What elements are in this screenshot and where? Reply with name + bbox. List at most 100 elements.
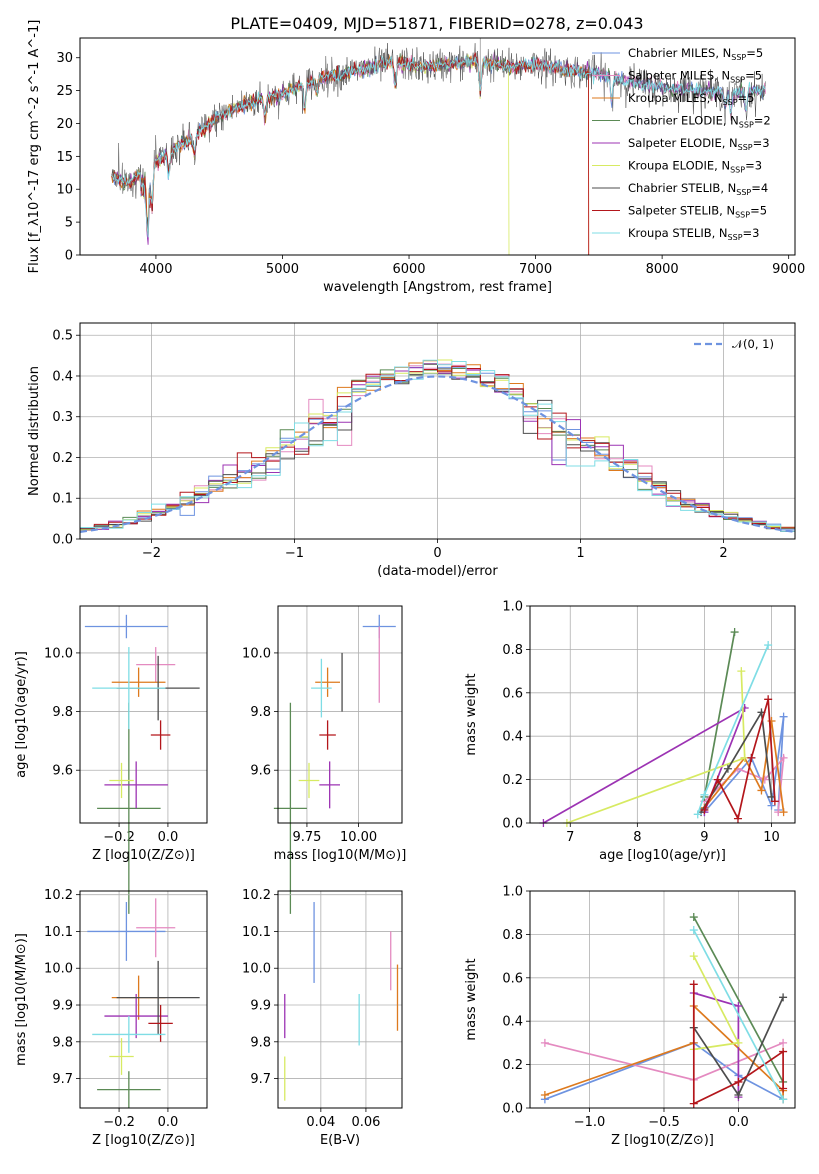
spectrum-line-kroupa-miles	[111, 54, 590, 256]
errorbar-point	[97, 702, 161, 914]
weight-line-kroupa-stelib	[693, 929, 784, 1100]
x-tick-label: −1.0	[574, 1115, 606, 1130]
x-tick-label: −0.5	[648, 1115, 680, 1130]
weight-marker	[770, 797, 779, 806]
axes-frame	[79, 605, 208, 824]
y-tick-label: 10	[56, 183, 73, 198]
y-tick-label: 5	[65, 216, 73, 231]
weight-line-chabrier-elodie	[703, 631, 736, 798]
x-tick-label: 0.06	[351, 1115, 380, 1130]
x-tick-label: 6000	[392, 262, 425, 277]
weight-line-chabrier-stelib	[700, 709, 773, 813]
y-axis-label: mass weight	[464, 673, 479, 755]
axes-frame	[277, 890, 403, 1109]
weight-marker	[747, 753, 756, 762]
y-tick-label: 15	[56, 150, 73, 165]
legend-label: Chabrier MILES, NSSP=5	[628, 46, 763, 62]
y-tick-label: 0.0	[502, 1102, 523, 1117]
axes-frame	[79, 322, 796, 540]
y-axis-label: mass weight	[464, 958, 479, 1040]
weight-marker	[779, 753, 788, 762]
weight-marker	[700, 790, 709, 799]
errorbar-point	[311, 658, 332, 718]
weight-marker	[779, 1084, 788, 1093]
weight-marker	[764, 695, 773, 704]
y-tick-label: 0.8	[502, 643, 523, 658]
y-tick-label: 9.8	[250, 705, 271, 720]
x-tick-label: 10	[763, 830, 780, 845]
errorbar-point	[109, 1038, 134, 1075]
spectrum-line-kroupa-stelib	[111, 55, 766, 238]
y-tick-label: 25	[56, 84, 73, 99]
x-tick-label: −0.2	[103, 830, 135, 845]
weight-marker	[733, 814, 742, 823]
subscript: SSP	[723, 98, 738, 107]
subscript: SSP	[735, 211, 750, 220]
subscript: SSP	[730, 76, 745, 85]
y-axis-label: age [log10(age/yr)]	[14, 651, 29, 778]
legend-label: Salpeter ELODIE, NSSP=3	[628, 136, 770, 152]
errorbar-point	[298, 762, 320, 799]
errorbar-point	[136, 898, 176, 958]
plot-area	[84, 614, 200, 914]
errorbar-point	[319, 761, 340, 809]
x-tick-label: 4000	[139, 262, 172, 277]
y-tick-label: 0.5	[52, 329, 73, 344]
weight-marker	[764, 641, 773, 650]
y-tick-label: 0.8	[502, 928, 523, 943]
subscript: SSP	[731, 53, 746, 62]
weight-marker	[700, 805, 709, 814]
weight-marker	[757, 786, 766, 795]
panel-mass_vs_ebv: 0.04 0.06 9.7 9.8 9.9 10.0 10.1 10.2 E(B-V)	[242, 888, 403, 1148]
y-tick-label: 9.7	[250, 1072, 271, 1087]
y-tick-label: 0.4	[502, 730, 523, 745]
histogram-salpeter-stelib	[80, 365, 795, 529]
x-axis-label: E(B-V)	[320, 1133, 360, 1148]
y-tick-label: 0.6	[502, 686, 523, 701]
errorbar-point	[116, 960, 200, 1035]
legend-label: Kroupa ELODIE, NSSP=3	[628, 159, 762, 175]
errorbar-point	[104, 993, 168, 1039]
legend-label: 𝒩(0, 1)	[732, 337, 774, 351]
y-tick-label: 0.2	[502, 1058, 523, 1073]
y-tick-label: 1.0	[502, 600, 523, 615]
weight-marker	[693, 810, 702, 819]
y-tick-label: 9.9	[52, 999, 73, 1014]
weight-marker	[689, 926, 698, 935]
histogram-chabrier-stelib	[80, 363, 795, 532]
subscript: SSP	[728, 233, 743, 242]
y-tick-label: 9.6	[250, 764, 271, 779]
y-tick-label: 10.1	[44, 925, 73, 940]
y-tick-label: 0.2	[52, 451, 73, 466]
x-axis-label: wavelength [Angstrom, rest frame]	[323, 280, 552, 295]
y-tick-label: 10.0	[44, 646, 73, 661]
y-tick-label: 0.2	[502, 773, 523, 788]
weight-marker	[734, 1077, 743, 1086]
panel-age_vs_mass: 9.75 10.00 9.6 9.8 10.0 mass [log10(M/M⊙)]	[242, 605, 406, 914]
weight-marker	[689, 1099, 698, 1108]
weight-marker	[540, 1090, 549, 1099]
y-tick-label: 9.9	[250, 999, 271, 1014]
plot-area	[79, 359, 796, 533]
figure-title: PLATE=0409, MJD=51871, FIBERID=0278, z=0…	[230, 14, 643, 33]
x-tick-label: 9	[700, 830, 708, 845]
errorbar-point	[92, 1016, 166, 1053]
weight-marker	[740, 753, 749, 762]
legend-value: =3	[745, 159, 762, 173]
legend-label: Chabrier ELODIE, NSSP=2	[628, 114, 771, 130]
y-tick-label: 0.3	[52, 410, 73, 425]
weight-marker	[689, 913, 698, 922]
plot-area	[111, 38, 766, 256]
legend-value: =5	[750, 204, 767, 218]
panel-mass_vs_Z: −0.2 0.0 9.7 9.8 9.9 10.0 10.1 10.2 Z [log10(Z/Z…	[14, 888, 208, 1148]
y-tick-label: 0.0	[502, 817, 523, 832]
x-axis-label: (data-model)/error	[377, 564, 498, 579]
weight-line-chabrier-miles	[544, 1041, 784, 1101]
x-tick-label: 0	[433, 546, 441, 561]
plot-area	[87, 898, 200, 1108]
plot-area	[540, 913, 788, 1108]
y-tick-label: 9.8	[52, 1035, 73, 1050]
weight-line-salpeter-elodie	[542, 706, 747, 824]
weight-marker	[767, 801, 776, 810]
x-tick-label: −2	[142, 546, 161, 561]
